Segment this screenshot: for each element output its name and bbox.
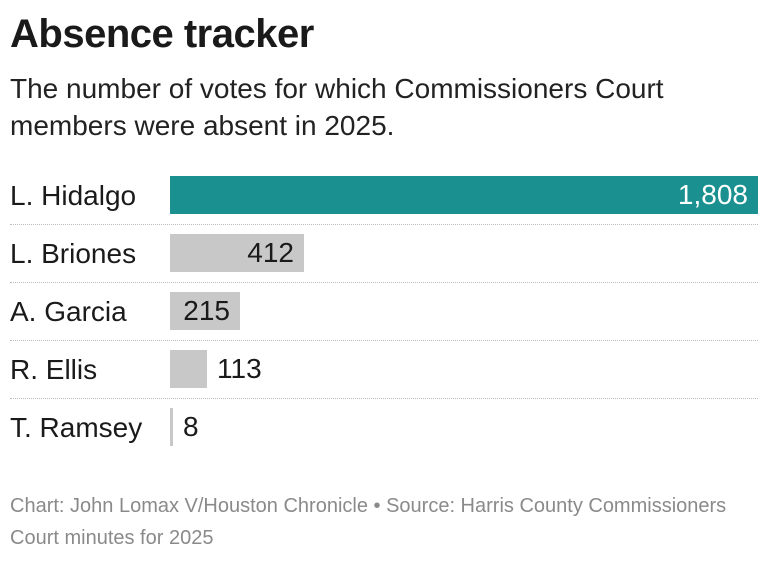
value-label: 412 [247, 237, 294, 268]
bar-chart: L. Hidalgo 1,808 L. Briones 412 A. Garcia 215… [0, 166, 768, 456]
bar [170, 408, 173, 446]
chart-subtitle: The number of votes for which Commission… [10, 73, 664, 141]
bar-row: L. Briones 412 [10, 224, 758, 282]
bar [170, 350, 207, 388]
bar-row: R. Ellis 113 [10, 340, 758, 398]
category-label: R. Ellis [10, 354, 98, 385]
bar-row: L. Hidalgo 1,808 [10, 166, 758, 224]
bar [170, 176, 758, 214]
bar-row: T. Ramsey 8 [10, 398, 758, 456]
bar-row: A. Garcia 215 [10, 282, 758, 340]
value-label: 113 [217, 353, 262, 384]
category-label: A. Garcia [10, 296, 127, 327]
row-divider [10, 224, 758, 225]
bar [170, 292, 240, 330]
category-label: L. Briones [10, 238, 137, 269]
value-label: 1,808 [677, 179, 748, 210]
chart-title: Absence tracker [10, 12, 314, 56]
row-divider [10, 282, 758, 283]
row-divider [10, 340, 758, 341]
chart-credit: Chart: John Lomax V/Houston Chronicle • … [10, 495, 727, 549]
category-label: T. Ramsey [10, 412, 143, 443]
value-label: 215 [183, 295, 230, 326]
row-divider [10, 398, 758, 399]
bar [170, 234, 304, 272]
category-label: L. Hidalgo [10, 180, 137, 211]
value-label: 8 [183, 411, 199, 442]
